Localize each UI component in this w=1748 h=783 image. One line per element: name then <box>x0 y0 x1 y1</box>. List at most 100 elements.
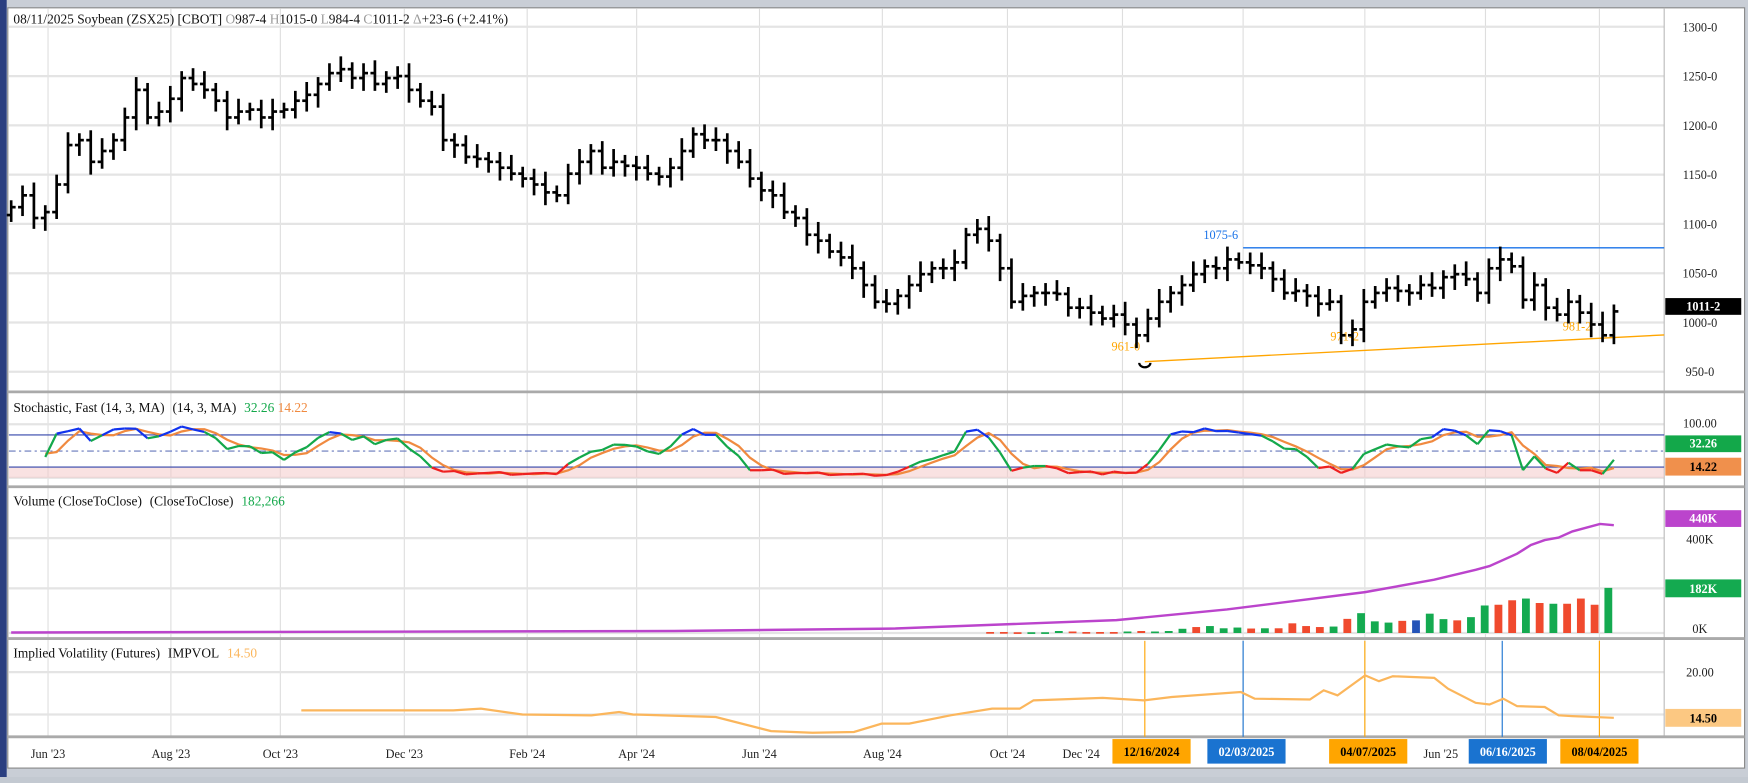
date-axis-label: Feb '24 <box>509 747 545 761</box>
volume-axis-400k: 400K <box>1686 533 1713 547</box>
volume-bar <box>1508 600 1516 633</box>
date-marker-label: 06/16/2025 <box>1480 745 1536 759</box>
stoch-k-segment <box>1443 429 1454 431</box>
swing-low-label: 981-2 <box>1563 319 1592 333</box>
iv-header: Implied Volatility (Futures) IMPVOL 14.5… <box>13 646 257 661</box>
date-marker-label: 02/03/2025 <box>1219 745 1275 759</box>
volume-bar <box>1055 631 1063 633</box>
stoch-k-segment <box>466 474 477 475</box>
volume-bar <box>1412 620 1420 633</box>
stoch-k-segment <box>443 471 454 472</box>
stoch-k-segment <box>830 474 841 475</box>
date-marker-badge[interactable]: 12/16/2024 <box>1112 739 1190 764</box>
volume-bar <box>1536 603 1544 633</box>
volume-bar <box>1110 632 1118 634</box>
volume-bar <box>1027 632 1035 634</box>
volume-bar <box>1096 632 1104 634</box>
volume-bar <box>1316 627 1324 633</box>
volume-bar <box>1165 631 1173 633</box>
volume-bar <box>1467 617 1475 633</box>
stoch-k-segment <box>477 473 488 474</box>
volume-bar <box>1481 605 1489 633</box>
volume-bar <box>1137 631 1145 633</box>
stoch-k-segment <box>1250 434 1261 436</box>
stoch-d-box-label: 14.22 <box>1689 460 1717 474</box>
date-marker-badge[interactable]: 08/04/2025 <box>1560 739 1638 764</box>
volume-bar <box>1179 629 1187 633</box>
stoch-k-segment <box>807 473 818 474</box>
stoch-k-segment <box>261 452 272 453</box>
volume-bar <box>1604 588 1612 633</box>
date-marker-badge[interactable]: 02/03/2025 <box>1207 739 1285 764</box>
date-marker-label: 04/07/2025 <box>1340 745 1396 759</box>
volume-bar <box>1124 632 1132 634</box>
last-price-box: 1011-2 <box>1665 298 1741 315</box>
volume-bar <box>1330 627 1338 633</box>
date-marker-badge[interactable]: 06/16/2025 <box>1469 739 1547 764</box>
price-axis-label: 1050-0 <box>1683 267 1718 281</box>
stoch-k-segment <box>511 474 522 475</box>
volume-bar <box>1563 604 1571 633</box>
volume-bar <box>1192 627 1200 633</box>
price-axis-label: 1100-0 <box>1683 217 1717 231</box>
volume-bar <box>1522 599 1530 633</box>
volume-bar <box>1549 604 1557 633</box>
stoch-k-segment <box>1068 472 1079 473</box>
stoch-k-segment <box>1080 472 1091 473</box>
volume-bar <box>1041 632 1049 634</box>
price-axis-label: 1300-0 <box>1683 20 1718 34</box>
volume-bar <box>1082 632 1090 634</box>
stoch-k-segment <box>784 473 795 474</box>
last-price-label: 1011-2 <box>1686 299 1720 313</box>
stochastic-header: Stochastic, Fast (14, 3, MA) (14, 3, MA)… <box>13 400 307 415</box>
price-axis-label: 1250-0 <box>1683 70 1718 84</box>
date-axis-label: Aug '23 <box>152 747 191 761</box>
stoch-k-segment <box>489 472 500 473</box>
price-header: 08/11/2025 Soybean (ZSX25) [CBOT] O987-4… <box>13 11 508 26</box>
volume-bar <box>1302 626 1310 633</box>
volume-bar <box>1069 632 1077 634</box>
volume-bar <box>1343 619 1351 633</box>
volume-bar <box>1247 629 1255 633</box>
volume-bar <box>1426 614 1434 633</box>
volume-bar <box>1371 621 1379 633</box>
price-axis-label: 1200-0 <box>1683 119 1718 133</box>
date-marker-badge[interactable]: 04/07/2025 <box>1329 739 1407 764</box>
date-axis-label: Jun '24 <box>742 747 777 761</box>
price-axis-label: 1000-0 <box>1683 316 1718 330</box>
volume-bar <box>1220 628 1228 633</box>
stoch-axis-100: 100.00 <box>1683 417 1717 431</box>
date-marker-label: 12/16/2024 <box>1124 745 1180 759</box>
volume-bar <box>1453 620 1461 633</box>
volume-bar <box>1151 632 1159 634</box>
iv-axis-20: 20.00 <box>1686 666 1714 680</box>
volume-bar <box>1275 628 1283 633</box>
stoch-k-segment <box>386 439 397 440</box>
date-axis-label: Dec '23 <box>386 747 423 761</box>
volume-bar <box>986 632 994 634</box>
date-axis-label: Jun '23 <box>31 747 66 761</box>
volume-bar <box>1591 605 1599 633</box>
stoch-k-segment <box>523 473 534 474</box>
stoch-k-segment <box>761 470 772 471</box>
volume-bar <box>1014 632 1022 634</box>
volume-bar <box>1398 621 1406 633</box>
stoch-k-segment <box>1114 472 1125 473</box>
date-axis-label: Oct '24 <box>990 747 1025 761</box>
volume-header: Volume (CloseToClose) (CloseToClose) 182… <box>13 494 285 509</box>
stoch-k-segment <box>1489 430 1500 431</box>
volume-bar <box>1288 623 1296 633</box>
date-axis-label: Jun '25 <box>1424 747 1459 761</box>
resistance-label: 1075-6 <box>1203 228 1238 242</box>
stoch-k-segment <box>1239 433 1250 435</box>
stoch-k-segment <box>875 475 886 476</box>
volume-bar <box>1000 632 1008 634</box>
volume-axis-0k: 0K <box>1692 622 1707 636</box>
date-axis-label: Apr '24 <box>618 747 655 761</box>
date-axis-label: Aug '24 <box>863 747 902 761</box>
stoch-k-segment <box>545 473 556 474</box>
window-left-border <box>0 0 7 777</box>
volume-bar <box>1261 628 1269 633</box>
